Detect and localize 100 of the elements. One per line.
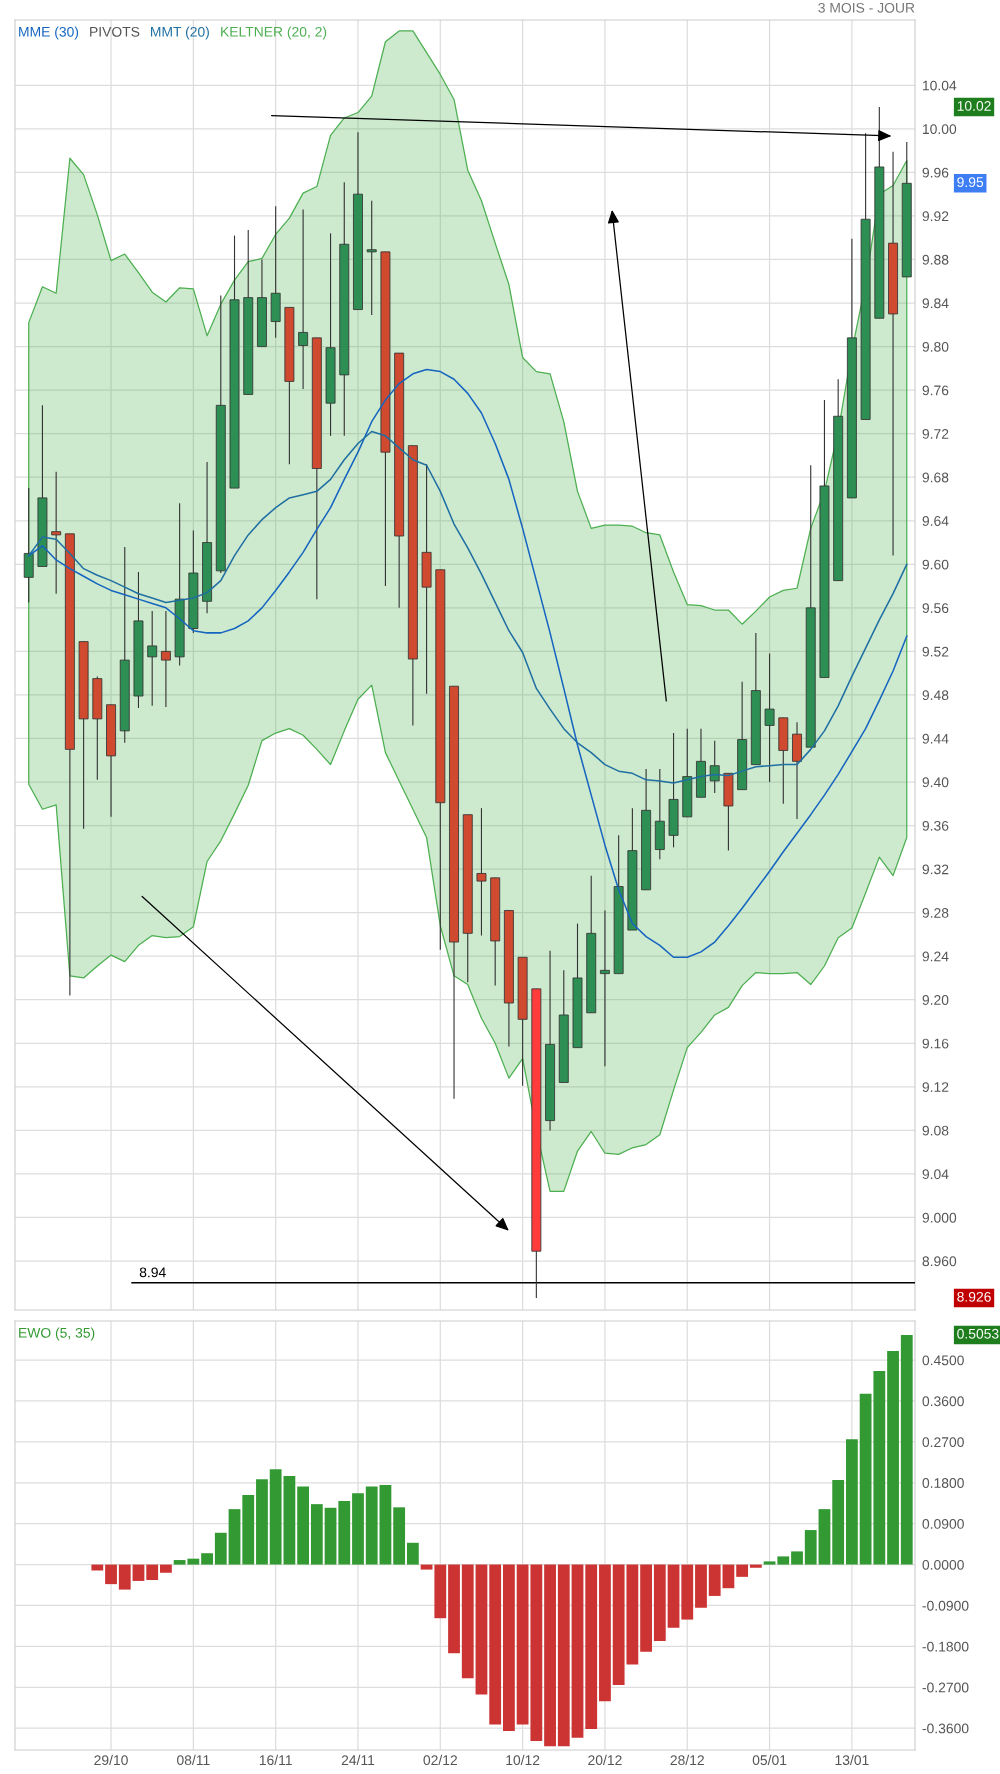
text: EWO (5, 35) [19, 1327, 95, 1341]
candlestick [709, 740, 720, 794]
candlestick [599, 909, 610, 1067]
bar [420, 1564, 433, 1570]
x-tick-label: 16/11 [259, 1754, 292, 1766]
y-tick-label: -0.2700 [922, 1682, 969, 1693]
bar [708, 1564, 721, 1596]
bar [393, 1507, 406, 1565]
y-tick-label: 9.72 [922, 429, 949, 439]
legend-label: KELTNER (20, 2) [221, 26, 327, 40]
bar [406, 1542, 419, 1565]
y-tick-label: 9.28 [922, 907, 949, 918]
y-tick-label: 9.24 [922, 951, 949, 962]
bar [201, 1553, 213, 1565]
bar [461, 1564, 474, 1679]
bar [324, 1507, 337, 1565]
bar [653, 1564, 666, 1641]
bar [160, 1564, 172, 1573]
bar [845, 1439, 858, 1565]
y-tick-label: 9.32 [922, 864, 949, 875]
candlestick [51, 471, 62, 595]
y-tick-label: 9.88 [922, 254, 949, 265]
bar [310, 1504, 323, 1565]
candlestick [298, 208, 309, 390]
candlestick [147, 610, 158, 707]
y-tick-label: 9.44 [922, 733, 949, 744]
x-tick-label: 29/10 [94, 1754, 128, 1766]
bar [832, 1480, 845, 1565]
bar [695, 1564, 707, 1608]
x-tick-label: 08/11 [177, 1754, 210, 1766]
bar [818, 1509, 831, 1565]
bar [599, 1564, 611, 1702]
y-tick-label: -0.0900 [922, 1600, 969, 1611]
bar [736, 1564, 749, 1577]
y-tick-label: 9.76 [922, 385, 949, 396]
bar [749, 1564, 762, 1568]
y-tick-label: 9.08 [922, 1125, 949, 1136]
x-tick-label: 24/11 [341, 1754, 375, 1766]
bar [352, 1493, 364, 1565]
bar [503, 1564, 515, 1731]
ref-line-label: 8.94 [139, 1267, 166, 1278]
y-tick-label: 0.4500 [922, 1355, 964, 1366]
bar [763, 1561, 776, 1565]
y-tick-label: 9.60 [922, 559, 949, 570]
candlestick [23, 487, 34, 603]
y-tick-label: -0.1800 [922, 1641, 969, 1652]
y-tick-label: 0.2700 [922, 1437, 964, 1448]
bar [681, 1564, 694, 1620]
y-tick-label: 9.84 [922, 298, 949, 309]
annotation: PIVOTS [90, 26, 140, 37]
y-tick-label: 9.04 [922, 1169, 949, 1180]
y-tick-label: 9.40 [922, 777, 949, 788]
y-tick-label: 9.000 [922, 1212, 957, 1223]
bar [777, 1556, 790, 1565]
y-tick-label: 0.1800 [922, 1478, 964, 1488]
y-tick-label: 9.20 [922, 995, 949, 1005]
bar [900, 1334, 913, 1565]
bar [791, 1551, 803, 1565]
y-tick-label: 9.96 [922, 167, 949, 178]
bar [434, 1564, 447, 1619]
bar [338, 1500, 351, 1565]
candlestick [160, 610, 171, 708]
y-tick-label: 9.48 [922, 690, 949, 701]
bar [132, 1564, 145, 1581]
y-tick-label: 9.12 [922, 1082, 949, 1092]
y-tick-label: 9.64 [922, 516, 949, 526]
y-tick-label: 10.00 [923, 124, 957, 135]
bar [105, 1564, 117, 1585]
bar [297, 1486, 310, 1565]
bar [214, 1532, 227, 1565]
bar [640, 1564, 652, 1652]
bar [887, 1350, 899, 1565]
bar [571, 1564, 584, 1738]
bar [475, 1564, 488, 1695]
candlestick [366, 200, 377, 316]
bar [365, 1486, 378, 1565]
x-tick-label: 02/12 [423, 1754, 457, 1766]
bar [585, 1564, 598, 1730]
text: MME (30) [19, 26, 79, 40]
bar [242, 1495, 255, 1565]
y-tick-label: 10.04 [923, 80, 957, 91]
y-tick-label: 0.3600 [922, 1396, 964, 1407]
y-tick-label: 0.0900 [922, 1519, 964, 1529]
bar [804, 1530, 817, 1565]
y-tick-label: 9.92 [922, 211, 949, 222]
bar [557, 1564, 570, 1747]
y-tick-label: 9.80 [922, 341, 949, 352]
y-tick-label: 9.56 [922, 603, 949, 614]
y-tick-label: 0.0000 [922, 1559, 964, 1570]
bar [379, 1485, 392, 1565]
bar [667, 1564, 680, 1628]
x-tick-label: 28/12 [670, 1754, 704, 1766]
bar [118, 1564, 131, 1590]
x-tick-label: 20/12 [588, 1754, 622, 1766]
text: 10.02 [957, 100, 991, 111]
bar [256, 1479, 268, 1565]
x-tick-label: 13/01 [835, 1754, 869, 1766]
bar [544, 1564, 556, 1747]
bar [146, 1564, 159, 1581]
y-tick-label: -0.3600 [922, 1723, 969, 1734]
